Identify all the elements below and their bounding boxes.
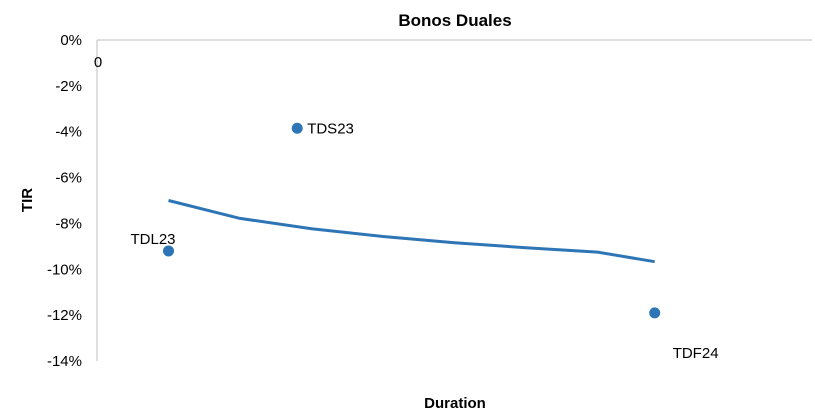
y-tick-label: -8% bbox=[55, 215, 82, 232]
data-label-tds23: TDS23 bbox=[307, 120, 354, 137]
y-axis-ticks: 0% -2% -4% -6% -8% -10% -12% -14% bbox=[47, 32, 82, 370]
y-tick-label: -4% bbox=[55, 124, 82, 141]
data-label-tdl23: TDL23 bbox=[131, 231, 176, 248]
y-tick-label: -2% bbox=[55, 78, 82, 95]
data-point-tdl23 bbox=[163, 245, 174, 257]
data-label-tdf24: TDF24 bbox=[673, 345, 719, 362]
y-tick-label: -14% bbox=[47, 353, 82, 370]
y-tick-label: -10% bbox=[47, 261, 82, 278]
data-point-tdf24 bbox=[649, 307, 661, 319]
y-tick-label: 0% bbox=[60, 32, 82, 49]
data-points: TDL23 TDS23 TDF24 bbox=[131, 120, 719, 362]
x-tick-label: 0 bbox=[94, 54, 102, 71]
trendline bbox=[168, 199, 655, 264]
data-point-tds23 bbox=[291, 122, 303, 134]
y-tick-label: -12% bbox=[47, 307, 82, 324]
y-tick-label: -6% bbox=[55, 170, 82, 187]
y-axis-title: TIR bbox=[19, 188, 36, 212]
chart-title: Bonos Duales bbox=[398, 11, 511, 30]
x-axis-title: Duration bbox=[424, 395, 486, 412]
